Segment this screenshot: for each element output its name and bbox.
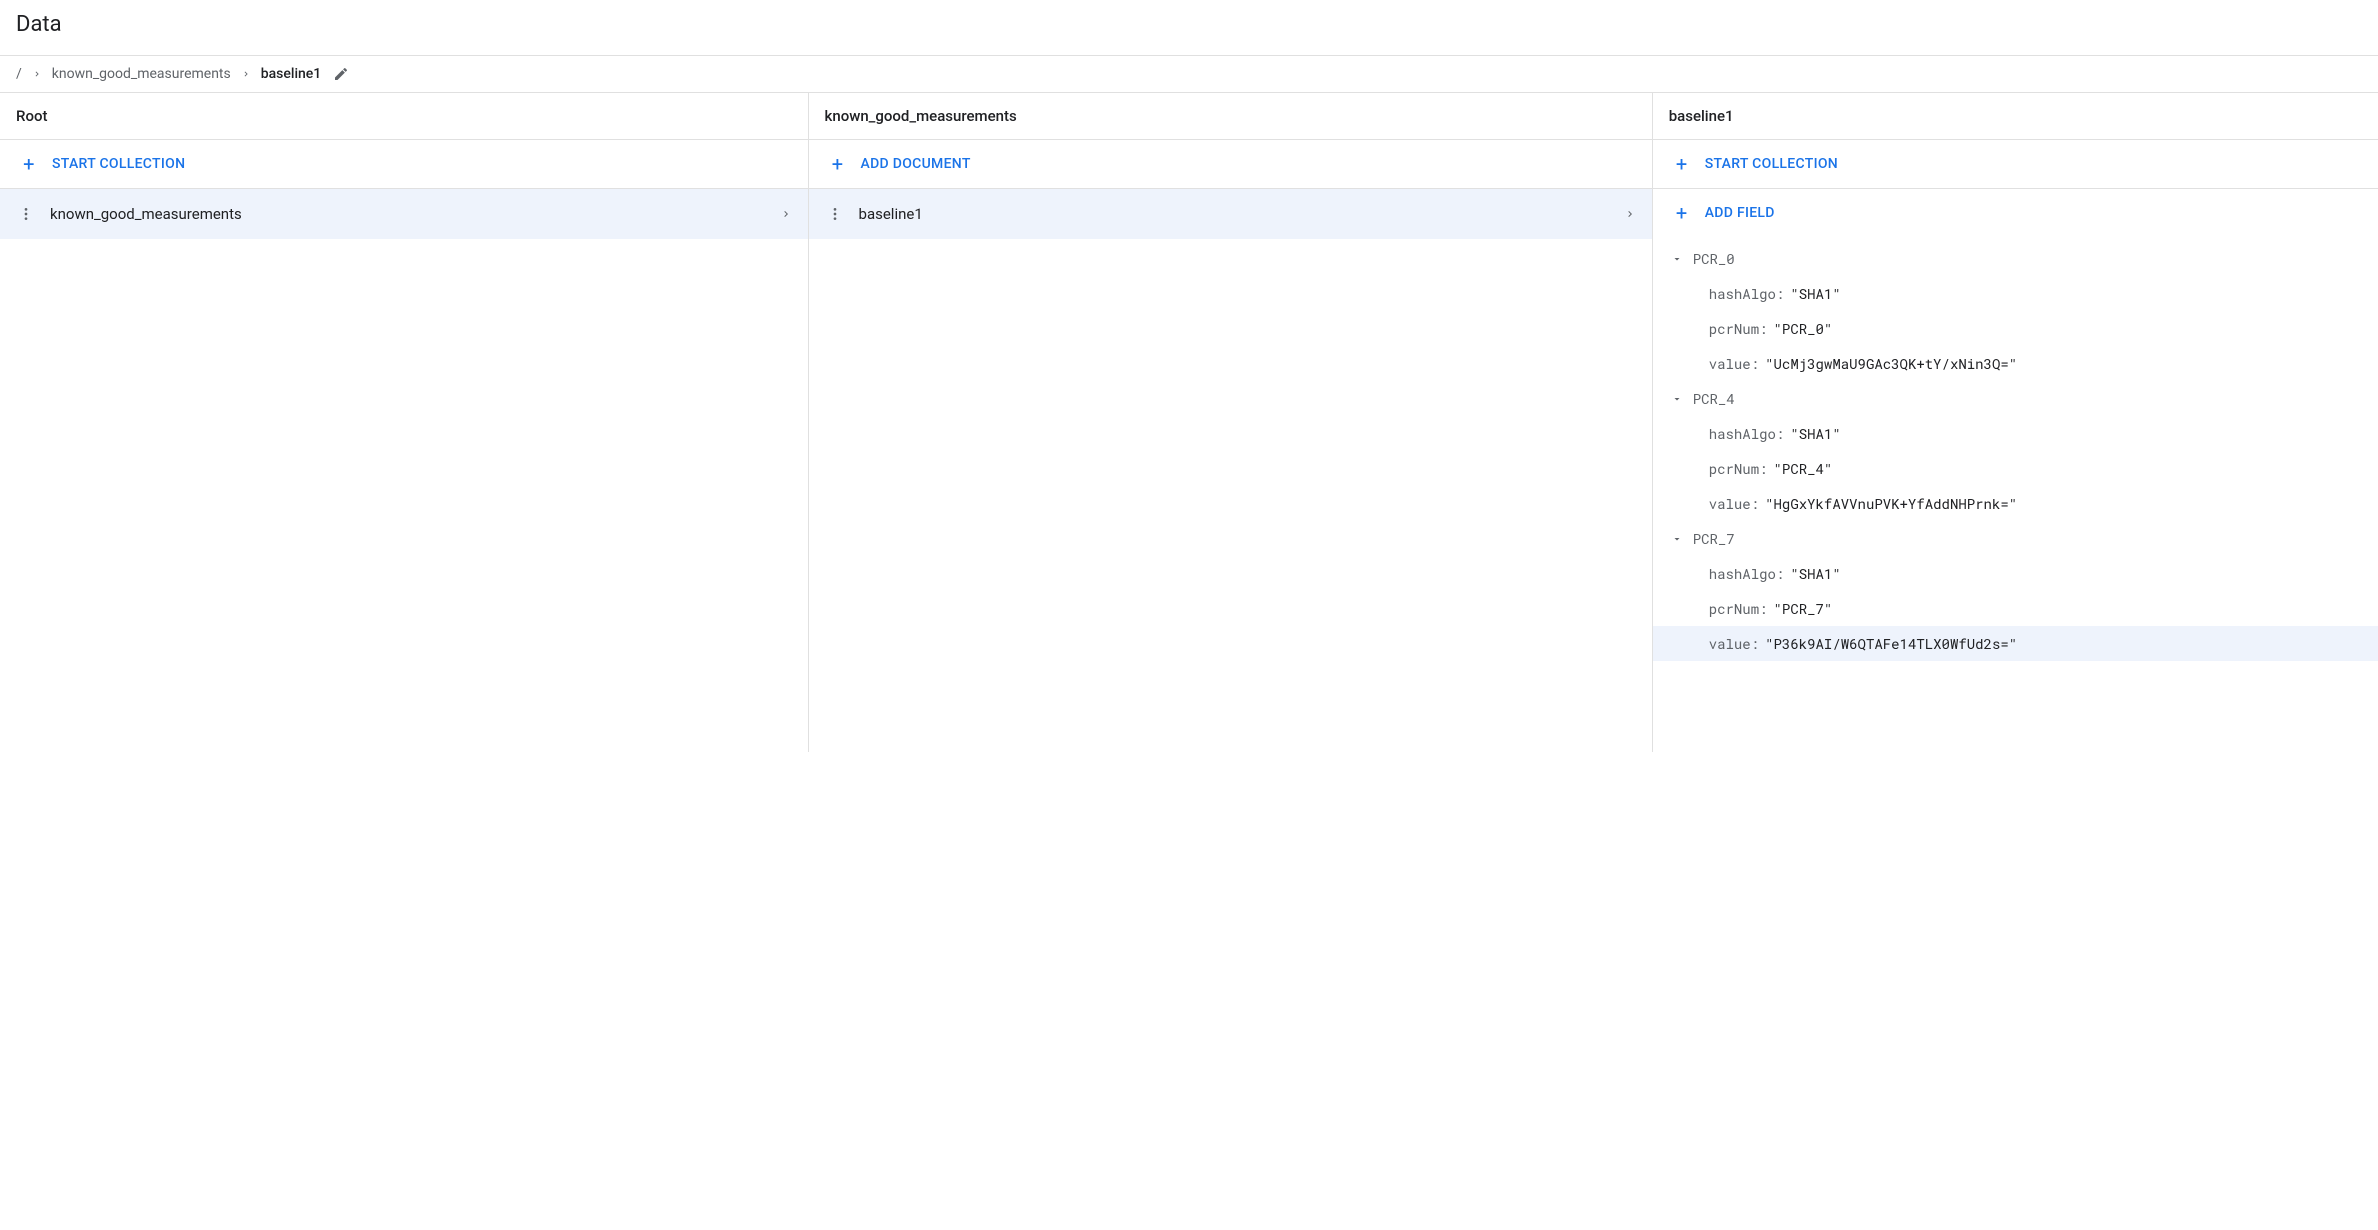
field-key: pcrNum: (1709, 599, 1768, 618)
start-collection-label: START COLLECTION (52, 156, 185, 172)
pencil-icon[interactable] (333, 66, 349, 82)
field-node[interactable]: PCR_0 (1653, 241, 2378, 276)
chevron-right-icon (241, 69, 251, 79)
chevron-right-icon (780, 208, 792, 220)
collection-column-header: known_good_measurements (809, 93, 1652, 140)
field-key: hashAlgo: (1709, 284, 1785, 303)
more-vert-icon[interactable] (825, 206, 845, 222)
field-value: "SHA1" (1790, 424, 1840, 443)
field-leaf[interactable]: hashAlgo: "SHA1" (1653, 416, 2378, 451)
add-field-button[interactable]: + ADD FIELD (1653, 189, 2378, 237)
list-item-label: baseline1 (859, 205, 1610, 223)
collection-column: known_good_measurements + ADD DOCUMENT b… (809, 93, 1653, 752)
breadcrumb-segment-current: baseline1 (261, 66, 322, 82)
field-name: PCR_0 (1693, 249, 1735, 268)
field-key: pcrNum: (1709, 319, 1768, 338)
chevron-right-icon (1624, 208, 1636, 220)
add-document-button[interactable]: + ADD DOCUMENT (809, 140, 1652, 189)
field-leaf[interactable]: value: "P36k9AI/W6QTAFe14TLX0WfUd2s=" (1653, 626, 2378, 661)
field-key: value: (1709, 634, 1759, 653)
field-leaf[interactable]: pcrNum: "PCR_4" (1653, 451, 2378, 486)
field-value: "P36k9AI/W6QTAFe14TLX0WfUd2s=" (1765, 634, 2017, 653)
expand-arrow-icon[interactable] (1671, 393, 1683, 405)
root-column: Root + START COLLECTION known_good_measu… (0, 93, 809, 752)
field-key: pcrNum: (1709, 459, 1768, 478)
field-key: value: (1709, 494, 1759, 513)
field-value: "PCR_4" (1774, 459, 1833, 478)
chevron-right-icon (32, 69, 42, 79)
breadcrumb-root[interactable]: / (16, 66, 22, 82)
list-item-label: known_good_measurements (50, 205, 766, 223)
field-key: hashAlgo: (1709, 424, 1785, 443)
field-leaf[interactable]: hashAlgo: "SHA1" (1653, 276, 2378, 311)
field-name: PCR_4 (1693, 389, 1735, 408)
breadcrumb: / known_good_measurements baseline1 (0, 56, 2378, 92)
field-value: "SHA1" (1790, 564, 1840, 583)
field-leaf[interactable]: pcrNum: "PCR_0" (1653, 311, 2378, 346)
plus-icon: + (1673, 154, 1691, 174)
field-value: "SHA1" (1790, 284, 1840, 303)
expand-arrow-icon[interactable] (1671, 253, 1683, 265)
field-node[interactable]: PCR_4 (1653, 381, 2378, 416)
field-node[interactable]: PCR_7 (1653, 521, 2378, 556)
field-leaf[interactable]: value: "UcMj3gwMaU9GAc3QK+tY/xNin3Q=" (1653, 346, 2378, 381)
field-tree: PCR_0 hashAlgo: "SHA1" pcrNum: "PCR_0" value:… (1653, 237, 2378, 671)
breadcrumb-segment[interactable]: known_good_measurements (52, 66, 231, 82)
field-value: "HgGxYkfAVVnuPVK+YfAddNHPrnk=" (1765, 494, 2017, 513)
page-title: Data (0, 0, 2378, 55)
field-value: "UcMj3gwMaU9GAc3QK+tY/xNin3Q=" (1765, 354, 2017, 373)
list-item[interactable]: baseline1 (809, 189, 1652, 239)
field-key: hashAlgo: (1709, 564, 1785, 583)
expand-arrow-icon[interactable] (1671, 533, 1683, 545)
document-column: baseline1 + START COLLECTION + ADD FIELD… (1653, 93, 2378, 752)
start-collection-button[interactable]: + START COLLECTION (1653, 140, 2378, 189)
more-vert-icon[interactable] (16, 206, 36, 222)
root-column-header: Root (0, 93, 808, 140)
plus-icon: + (829, 154, 847, 174)
document-column-header: baseline1 (1653, 93, 2378, 140)
add-field-label: ADD FIELD (1705, 205, 1775, 221)
field-key: value: (1709, 354, 1759, 373)
field-leaf[interactable]: pcrNum: "PCR_7" (1653, 591, 2378, 626)
field-leaf[interactable]: value: "HgGxYkfAVVnuPVK+YfAddNHPrnk=" (1653, 486, 2378, 521)
start-collection-button[interactable]: + START COLLECTION (0, 140, 808, 189)
field-value: "PCR_7" (1774, 599, 1833, 618)
list-item[interactable]: known_good_measurements (0, 189, 808, 239)
plus-icon: + (1673, 203, 1691, 223)
data-columns: Root + START COLLECTION known_good_measu… (0, 92, 2378, 752)
add-document-label: ADD DOCUMENT (861, 156, 971, 172)
start-collection-label: START COLLECTION (1705, 156, 1838, 172)
field-value: "PCR_0" (1774, 319, 1833, 338)
field-name: PCR_7 (1693, 529, 1735, 548)
field-leaf[interactable]: hashAlgo: "SHA1" (1653, 556, 2378, 591)
plus-icon: + (20, 154, 38, 174)
